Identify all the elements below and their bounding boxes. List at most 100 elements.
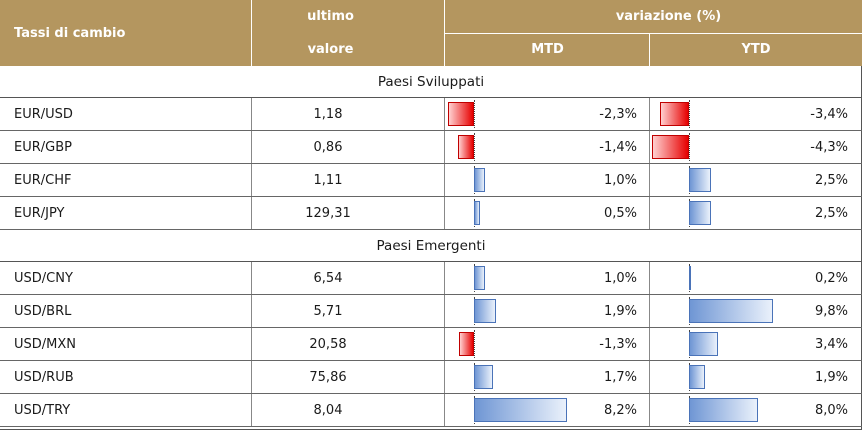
ytd-bar [689,398,758,422]
last-value: 5,71 [252,295,445,327]
table-row: EUR/CHF 1,11 1,0% 2,5% [0,164,862,197]
table-row: EUR/USD 1,18 -2,3% -3,4% [0,98,862,131]
mtd-value: 8,2% [603,402,637,418]
last-value: 6,54 [252,262,445,294]
ytd-cell: 3,4% [650,328,862,360]
ytd-cell: 8,0% [650,394,862,426]
mtd-cell: 8,2% [445,394,650,426]
mtd-value: 0,5% [603,205,637,221]
table-row: USD/TRY 8,04 8,2% 8,0% [0,394,862,427]
currency-pair: USD/CNY [0,262,252,294]
header-divider [251,0,252,66]
ytd-bar [689,365,706,389]
last-value: 1,18 [252,98,445,130]
header-last-line2: valore [307,42,354,57]
currency-pair: USD/RUB [0,361,252,393]
mtd-bar [458,135,474,159]
currency-pair: USD/MXN [0,328,252,360]
last-value: 8,04 [252,394,445,426]
mtd-cell: 1,9% [445,295,650,327]
ytd-value: 9,8% [814,303,848,319]
last-value: 1,11 [252,164,445,196]
currency-pair: EUR/GBP [0,131,252,163]
mtd-value: 1,0% [603,172,637,188]
ytd-bar [652,135,689,159]
ytd-bar [689,168,711,192]
section-title: Paesi Emergenti [0,230,862,262]
header-divider [444,0,445,66]
table-row: EUR/JPY 129,31 0,5% 2,5% [0,197,862,230]
ytd-value: 1,9% [814,369,848,385]
ytd-zero-axis [689,133,690,161]
ytd-cell: 9,8% [650,295,862,327]
mtd-cell: -2,3% [445,98,650,130]
mtd-zero-axis [474,100,475,128]
ytd-value: 8,0% [814,402,848,418]
mtd-bar [447,102,474,126]
mtd-value: 1,7% [603,369,637,385]
mtd-value: 1,9% [603,303,637,319]
ytd-cell: 2,5% [650,197,862,229]
mtd-cell: 1,7% [445,361,650,393]
currency-pair: USD/TRY [0,394,252,426]
table-row: USD/CNY 6,54 1,0% 0,2% [0,262,862,295]
mtd-zero-axis [474,330,475,358]
table-row: USD/RUB 75,86 1,7% 1,9% [0,361,862,394]
table-row: EUR/GBP 0,86 -1,4% -4,3% [0,131,862,164]
table-header: Tassi di cambio ultimo valore variazione… [0,0,862,66]
header-divider [445,33,862,34]
last-value: 0,86 [252,131,445,163]
ytd-value: 2,5% [814,205,848,221]
currency-pair: EUR/USD [0,98,252,130]
currency-pair: USD/BRL [0,295,252,327]
mtd-value: 1,0% [603,270,637,286]
mtd-value: -1,4% [599,139,637,155]
table-row: USD/BRL 5,71 1,9% 9,8% [0,295,862,328]
ytd-bar [689,266,691,290]
ytd-bar [689,332,719,356]
mtd-value: -1,3% [599,336,637,352]
header-ytd: YTD [741,42,771,57]
mtd-cell: -1,4% [445,131,650,163]
mtd-zero-axis [474,133,475,161]
ytd-value: 0,2% [814,270,848,286]
ytd-bar [689,299,774,323]
ytd-cell: -3,4% [650,98,862,130]
header-mtd: MTD [531,42,564,57]
ytd-value: -4,3% [810,139,848,155]
mtd-bar [474,365,494,389]
mtd-bar [474,299,496,323]
mtd-cell: 1,0% [445,262,650,294]
ytd-value: 2,5% [814,172,848,188]
last-value: 129,31 [252,197,445,229]
mtd-cell: 1,0% [445,164,650,196]
header-change: variazione (%) [615,9,722,24]
ytd-cell: -4,3% [650,131,862,163]
ytd-bar [659,102,689,126]
ytd-bar [689,201,711,225]
currency-pair: EUR/JPY [0,197,252,229]
mtd-bar [474,398,568,422]
header-fx-rates: Tassi di cambio [14,25,126,41]
last-value: 75,86 [252,361,445,393]
ytd-value: -3,4% [810,106,848,122]
header-divider [649,33,650,66]
mtd-bar [474,168,486,192]
mtd-cell: 0,5% [445,197,650,229]
mtd-value: -2,3% [599,106,637,122]
header-last-line1: ultimo [307,9,354,24]
mtd-bar [459,332,474,356]
mtd-bar [474,201,480,225]
table-row: USD/MXN 20,58 -1,3% 3,4% [0,328,862,361]
mtd-bar [474,266,486,290]
ytd-cell: 2,5% [650,164,862,196]
ytd-cell: 0,2% [650,262,862,294]
mtd-cell: -1,3% [445,328,650,360]
currency-pair: EUR/CHF [0,164,252,196]
last-value: 20,58 [252,328,445,360]
ytd-cell: 1,9% [650,361,862,393]
ytd-value: 3,4% [814,336,848,352]
ytd-zero-axis [689,100,690,128]
section-title: Paesi Sviluppati [0,66,862,98]
